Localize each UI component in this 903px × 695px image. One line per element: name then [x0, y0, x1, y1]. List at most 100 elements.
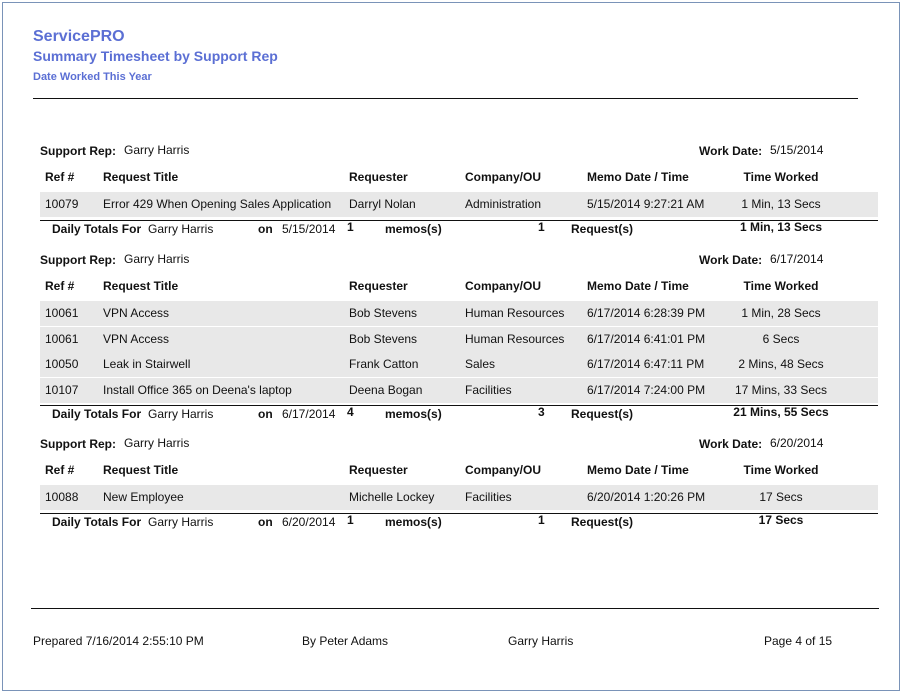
- table-cell: 6 Secs: [762, 331, 800, 346]
- column-header: Requester: [349, 463, 408, 477]
- table-cell: Michelle Lockey: [349, 490, 435, 504]
- memo-count: 1: [347, 512, 354, 527]
- report-title: Summary Timesheet by Support Rep: [33, 48, 278, 64]
- work-date-label: Work Date:: [699, 253, 763, 267]
- table-cell: 1 Min, 13 Secs: [741, 197, 821, 211]
- column-header: Ref #: [45, 170, 75, 184]
- table-cell: 10061: [45, 331, 79, 346]
- table-cell: Facilities: [465, 382, 512, 397]
- table-row: 10050 Leak in Stairwell Frank Catton Sales 6…: [40, 352, 878, 377]
- work-date-value: 5/15/2014: [770, 143, 824, 157]
- column-header: Memo Date / Time: [587, 279, 689, 293]
- column-header: Ref #: [45, 463, 75, 477]
- requests-label: Request(s): [571, 407, 634, 421]
- daily-totals-label: Daily Totals For: [52, 514, 142, 529]
- table-row: 10061 VPN Access Bob Stevens Human Resource…: [40, 301, 878, 326]
- table-cell: Deena Bogan: [349, 382, 423, 397]
- requests-label: Request(s): [571, 514, 634, 529]
- table-cell: 17 Secs: [759, 490, 803, 504]
- table-cell: Darryl Nolan: [349, 197, 416, 211]
- on-label: on: [258, 221, 273, 236]
- memo-count: 4: [347, 405, 354, 419]
- support-rep-name: Garry Harris: [124, 143, 190, 157]
- table-cell: Frank Catton: [349, 357, 419, 371]
- work-date-label: Work Date:: [699, 144, 763, 158]
- totals-rule: [40, 405, 878, 406]
- table-cell: Facilities: [465, 490, 512, 504]
- table-cell: 6/17/2014 6:28:39 PM: [587, 306, 706, 320]
- request-count: 3: [538, 405, 545, 419]
- support-rep-label: Support Rep:: [40, 437, 116, 451]
- support-rep-name: Garry Harris: [124, 436, 190, 450]
- request-count: 1: [538, 512, 545, 527]
- table-cell: 10107: [45, 382, 79, 397]
- column-header: Company/OU: [465, 170, 542, 184]
- daily-total-time: 1 Min, 13 Secs: [739, 219, 823, 234]
- column-header: Time Worked: [743, 463, 819, 477]
- table-cell: Install Office 365 on Deena's laptop: [103, 382, 292, 397]
- column-header: Requester: [349, 170, 408, 184]
- app-title: ServicePRO: [33, 28, 125, 45]
- table-cell: Bob Stevens: [349, 331, 418, 346]
- work-date-value: 6/17/2014: [770, 252, 824, 266]
- table-row: 10088 New Employee Michelle Lockey Faciliti…: [40, 485, 878, 510]
- totals-rule: [40, 512, 878, 514]
- table-cell: Sales: [465, 357, 496, 371]
- memo-count: 1: [347, 219, 354, 234]
- daily-totals-rep: Garry Harris: [148, 514, 214, 529]
- column-header: Memo Date / Time: [587, 170, 689, 184]
- table-cell: VPN Access: [103, 306, 170, 320]
- request-count: 1: [538, 219, 545, 234]
- support-rep-label: Support Rep:: [40, 144, 116, 158]
- requests-label: Request(s): [571, 221, 634, 236]
- table-cell: 6/17/2014 7:24:00 PM: [587, 382, 706, 397]
- table-row: 10079 Error 429 When Opening Sales Applic…: [40, 192, 878, 217]
- table-cell: VPN Access: [103, 331, 170, 346]
- table-cell: 17 Mins, 33 Secs: [734, 382, 828, 397]
- column-header: Company/OU: [465, 463, 542, 477]
- table-cell: Bob Stevens: [349, 306, 418, 320]
- support-rep-name: Garry Harris: [124, 252, 190, 266]
- table-cell: 5/15/2014 9:27:21 AM: [587, 197, 705, 211]
- table-cell: 6/17/2014 6:47:11 PM: [587, 357, 705, 371]
- footer-by: By Peter Adams: [302, 634, 389, 648]
- table-cell: Administration: [465, 197, 542, 211]
- table-cell: 6/17/2014 6:41:01 PM: [587, 331, 706, 346]
- table-cell: Leak in Stairwell: [103, 357, 191, 371]
- daily-total-time: 17 Secs: [758, 512, 804, 527]
- footer-rule: [31, 608, 879, 609]
- daily-total-time: 21 Mins, 55 Secs: [733, 405, 829, 419]
- table-cell: 10061: [45, 306, 79, 320]
- footer-prepared: Prepared 7/16/2014 2:55:10 PM: [33, 634, 204, 648]
- on-label: on: [258, 407, 273, 421]
- table-cell: 10088: [45, 490, 79, 504]
- table-row: 10061 VPN Access Bob Stevens Human Resource…: [40, 326, 878, 352]
- column-header: Time Worked: [743, 279, 819, 293]
- column-header: Request Title: [103, 463, 179, 477]
- daily-totals-date: 6/20/2014: [282, 514, 336, 529]
- table-cell: 1 Min, 28 Secs: [741, 306, 821, 320]
- report-subtitle: Date Worked This Year: [33, 71, 152, 83]
- memos-label: memos(s): [385, 514, 442, 529]
- footer-page-number: Page 4 of 15: [764, 634, 833, 648]
- column-header: Memo Date / Time: [587, 463, 689, 477]
- daily-totals-date: 5/15/2014: [282, 221, 336, 236]
- table-cell: Human Resources: [465, 331, 565, 346]
- header-rule: [33, 98, 858, 99]
- table-cell: Human Resources: [465, 306, 565, 320]
- on-label: on: [258, 514, 273, 529]
- column-header: Request Title: [103, 279, 179, 293]
- work-date-value: 6/20/2014: [770, 436, 824, 450]
- memos-label: memos(s): [385, 407, 442, 421]
- table-cell: 2 Mins, 48 Secs: [738, 357, 824, 371]
- table-cell: New Employee: [103, 490, 184, 504]
- column-header: Request Title: [103, 170, 179, 184]
- daily-totals-date: 6/17/2014: [282, 407, 336, 421]
- daily-totals-label: Daily Totals For: [52, 407, 142, 421]
- support-rep-label: Support Rep:: [40, 253, 116, 267]
- daily-totals-rep: Garry Harris: [148, 407, 214, 421]
- table-cell: 6/20/2014 1:20:26 PM: [587, 490, 706, 504]
- table-row: 10107 Install Office 365 on Deena's lapto…: [40, 377, 878, 403]
- table-cell: 10079: [45, 197, 79, 211]
